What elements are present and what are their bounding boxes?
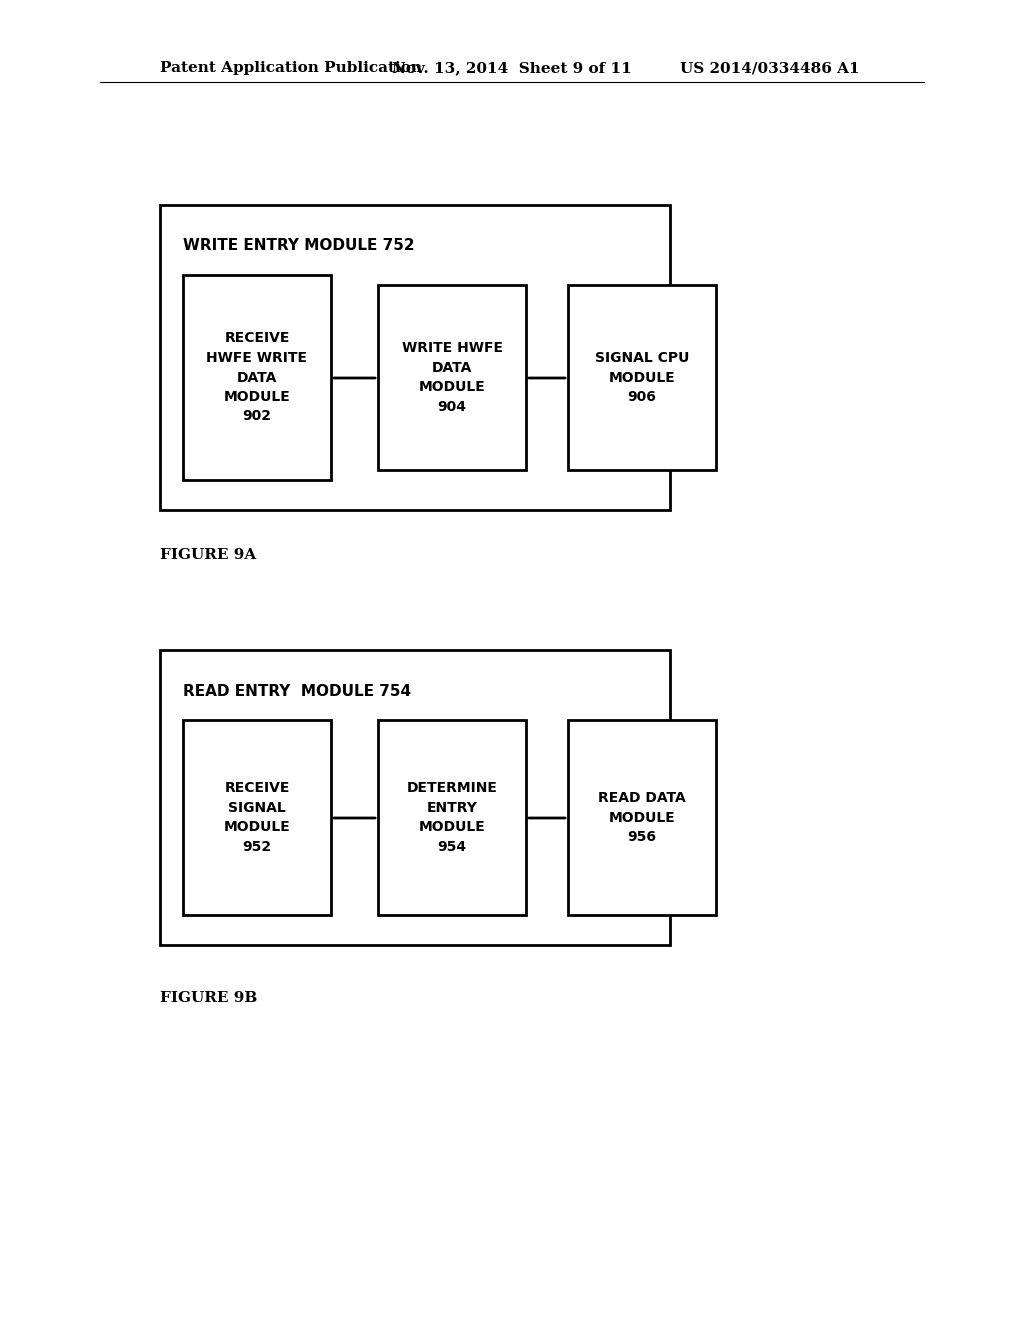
Text: READ ENTRY  MODULE 754: READ ENTRY MODULE 754: [183, 685, 411, 700]
Bar: [568, 719, 716, 915]
Text: US 2014/0334486 A1: US 2014/0334486 A1: [680, 61, 860, 75]
Bar: [183, 275, 331, 480]
Bar: [183, 719, 331, 915]
Text: WRITE HWFE
DATA
MODULE
904: WRITE HWFE DATA MODULE 904: [401, 342, 503, 413]
Bar: [160, 205, 670, 510]
Text: READ DATA
MODULE
956: READ DATA MODULE 956: [598, 791, 686, 843]
Text: Nov. 13, 2014  Sheet 9 of 11: Nov. 13, 2014 Sheet 9 of 11: [392, 61, 632, 75]
Text: DETERMINE
ENTRY
MODULE
954: DETERMINE ENTRY MODULE 954: [407, 781, 498, 854]
Bar: [378, 719, 526, 915]
Text: FIGURE 9B: FIGURE 9B: [160, 991, 257, 1005]
Bar: [568, 285, 716, 470]
Text: RECEIVE
SIGNAL
MODULE
952: RECEIVE SIGNAL MODULE 952: [223, 781, 291, 854]
Bar: [160, 649, 670, 945]
Text: RECEIVE
HWFE WRITE
DATA
MODULE
902: RECEIVE HWFE WRITE DATA MODULE 902: [207, 331, 307, 424]
Bar: [378, 285, 526, 470]
Text: Patent Application Publication: Patent Application Publication: [160, 61, 422, 75]
Text: SIGNAL CPU
MODULE
906: SIGNAL CPU MODULE 906: [595, 351, 689, 404]
Text: FIGURE 9A: FIGURE 9A: [160, 548, 256, 562]
Text: WRITE ENTRY MODULE 752: WRITE ENTRY MODULE 752: [183, 238, 415, 252]
